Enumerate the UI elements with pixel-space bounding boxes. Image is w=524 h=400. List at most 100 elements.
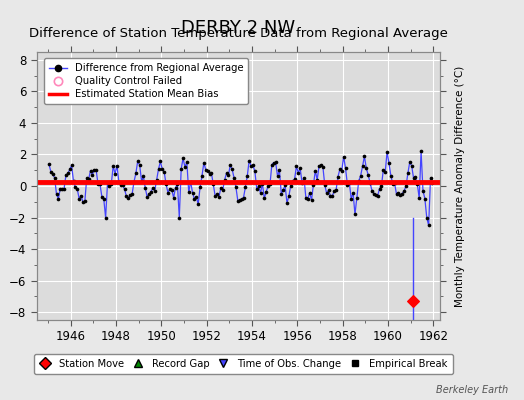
Point (275, 167, 283, 174)
Legend: Station Move, Record Gap, Time of Obs. Change, Empirical Break: Station Move, Record Gap, Time of Obs. C… (34, 354, 453, 374)
Point (390, 180, 399, 187)
Point (86, 167, 95, 174)
Point (341, 165, 350, 172)
Point (269, 160, 278, 166)
Point (71, 184, 80, 191)
Point (366, 180, 374, 186)
Point (149, 185, 157, 191)
Point (118, 182, 127, 188)
Point (155, 166, 163, 172)
Point (309, 182, 318, 188)
Point (230, 175, 238, 181)
Point (349, 190, 357, 196)
Point (243, 172, 252, 179)
Point (168, 187, 176, 193)
Point (109, 163, 117, 170)
Point (241, 184, 249, 190)
Point (135, 162, 144, 168)
Point (315, 163, 323, 169)
Point (255, 183, 263, 190)
Point (68, 162, 76, 169)
Point (122, 193, 130, 200)
Point (58, 186, 67, 192)
Point (400, 188, 408, 194)
Point (260, 195, 268, 202)
Point (417, 148, 425, 154)
Point (147, 188, 155, 195)
Point (66, 166, 74, 173)
Point (343, 181, 352, 188)
Point (321, 182, 329, 188)
Point (271, 159, 280, 166)
Point (413, 181, 421, 187)
Point (83, 175, 91, 181)
Point (47, 168, 55, 175)
Point (324, 187, 333, 194)
Point (130, 179, 138, 185)
Point (305, 190, 314, 196)
Point (300, 174, 308, 181)
Point (143, 194, 151, 200)
Point (408, 298, 417, 304)
Point (336, 166, 344, 172)
Point (298, 180, 306, 186)
Point (45, 161, 53, 167)
Point (164, 190, 172, 196)
Point (375, 186, 384, 192)
Point (285, 193, 293, 200)
Point (183, 159, 191, 166)
Point (126, 192, 134, 198)
Point (385, 160, 393, 166)
Point (79, 199, 87, 206)
Point (317, 162, 325, 168)
Point (345, 179, 354, 186)
Point (415, 195, 423, 201)
Point (160, 169, 168, 175)
Point (369, 190, 378, 197)
Point (145, 191, 153, 197)
Point (356, 172, 365, 179)
Point (194, 201, 202, 207)
Point (398, 190, 407, 197)
Point (209, 181, 217, 188)
Point (330, 188, 339, 194)
Point (158, 166, 167, 173)
Title: DERBY 2 NW: DERBY 2 NW (181, 18, 296, 36)
Point (181, 164, 189, 170)
Point (383, 149, 391, 155)
Point (202, 166, 210, 173)
Point (188, 190, 196, 196)
Point (264, 183, 272, 190)
Point (422, 214, 431, 221)
Point (411, 174, 420, 180)
Point (419, 188, 427, 194)
Text: Berkeley Earth: Berkeley Earth (436, 385, 508, 395)
Point (200, 160, 208, 166)
Point (121, 186, 129, 192)
Point (69, 178, 78, 185)
Point (239, 194, 248, 201)
Point (292, 163, 301, 170)
Point (308, 197, 316, 203)
Point (221, 176, 229, 183)
Point (152, 176, 161, 183)
Point (60, 186, 68, 192)
Point (334, 174, 342, 180)
Point (73, 186, 82, 192)
Point (322, 190, 331, 197)
Point (332, 187, 340, 193)
Point (268, 162, 276, 168)
Point (187, 178, 195, 185)
Point (294, 170, 302, 176)
Point (141, 185, 149, 192)
Point (290, 176, 299, 183)
Point (303, 196, 312, 202)
Point (328, 193, 336, 199)
Point (362, 165, 370, 171)
Point (427, 175, 435, 181)
Point (63, 170, 72, 177)
Point (92, 167, 101, 174)
Point (283, 200, 291, 206)
Point (392, 191, 401, 198)
Point (128, 191, 136, 198)
